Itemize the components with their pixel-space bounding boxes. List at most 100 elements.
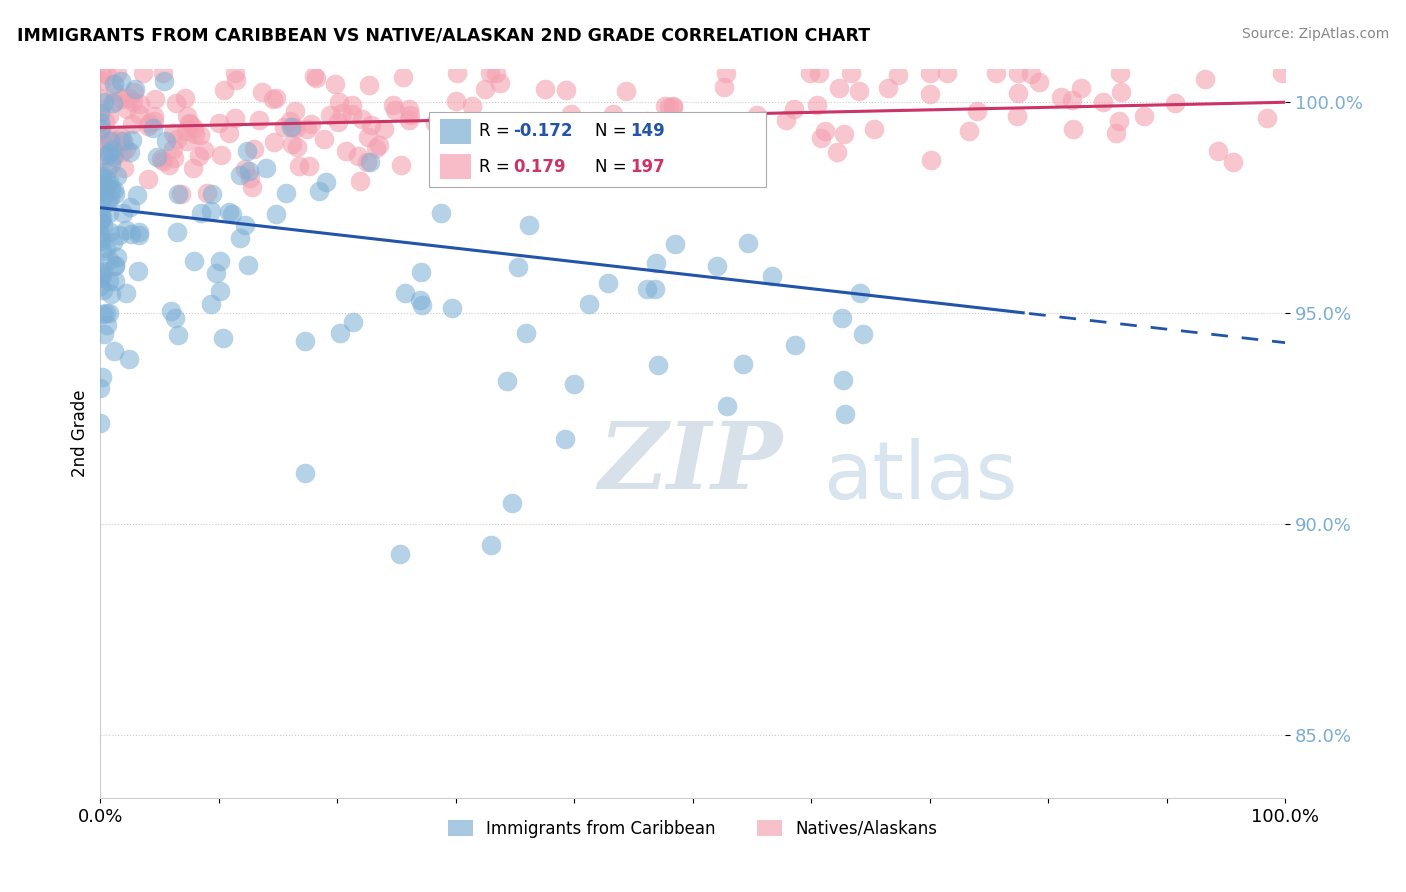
Point — [425, 115, 447, 129]
Point — [564, 376, 586, 391]
Point — [280, 120, 302, 134]
Text: 149: 149 — [630, 122, 665, 140]
Point — [212, 82, 235, 96]
Point — [124, 81, 146, 95]
Point — [349, 174, 371, 188]
Point — [120, 145, 142, 160]
Point — [138, 116, 160, 130]
Point — [328, 95, 350, 110]
Point — [97, 109, 120, 123]
Point — [96, 175, 118, 189]
Point — [91, 264, 114, 278]
Point — [100, 286, 122, 301]
Point — [602, 107, 624, 121]
Point — [112, 205, 135, 219]
Point — [104, 186, 127, 201]
Point — [229, 230, 252, 244]
Point — [461, 99, 484, 113]
Point — [96, 163, 118, 178]
Point — [233, 161, 256, 176]
Point — [152, 153, 174, 168]
Point — [450, 118, 472, 132]
Point — [274, 186, 297, 201]
Point — [596, 276, 619, 290]
Point — [831, 373, 853, 387]
Point — [1109, 85, 1132, 99]
Point — [330, 105, 353, 120]
Point — [239, 171, 262, 186]
Point — [783, 102, 806, 116]
Text: atlas: atlas — [823, 438, 1018, 516]
Point — [121, 132, 143, 146]
Point — [578, 147, 600, 161]
Point — [208, 116, 231, 130]
Point — [97, 206, 120, 220]
Point — [101, 133, 124, 147]
Point — [238, 164, 260, 178]
Point — [115, 102, 138, 116]
Point — [89, 105, 111, 120]
Point — [233, 218, 256, 232]
Point — [100, 182, 122, 196]
Point — [501, 496, 523, 510]
Point — [236, 258, 259, 272]
Point — [389, 158, 412, 172]
Point — [155, 134, 177, 148]
Point — [658, 100, 681, 114]
Point — [340, 106, 363, 120]
Point — [121, 95, 143, 110]
Point — [100, 157, 122, 171]
Point — [1271, 66, 1294, 80]
Point — [335, 145, 357, 159]
Point — [862, 122, 884, 136]
Point — [263, 92, 285, 106]
Point — [1021, 66, 1043, 80]
Point — [98, 225, 121, 239]
Point — [188, 149, 211, 163]
Point — [360, 118, 382, 132]
Point — [827, 81, 849, 95]
Point — [299, 117, 322, 131]
Point — [224, 66, 246, 80]
Point — [1050, 90, 1073, 104]
Point — [560, 107, 582, 121]
Point — [740, 135, 762, 149]
Point — [128, 225, 150, 239]
Point — [281, 137, 304, 152]
Point — [957, 124, 980, 138]
Point — [104, 85, 127, 99]
Point — [166, 327, 188, 342]
Point — [918, 66, 941, 80]
Point — [128, 228, 150, 243]
Point — [384, 103, 406, 118]
Point — [120, 227, 142, 242]
Point — [783, 338, 806, 352]
Point — [1206, 145, 1229, 159]
Point — [94, 147, 117, 161]
Point — [479, 538, 502, 552]
Point — [394, 286, 416, 301]
Point — [91, 307, 114, 321]
Point — [98, 134, 121, 148]
Point — [614, 84, 637, 98]
Point — [298, 159, 321, 173]
Point — [165, 95, 187, 110]
Point — [195, 186, 218, 201]
Point — [91, 142, 114, 156]
Point — [560, 121, 582, 136]
Point — [112, 161, 135, 175]
Point — [356, 155, 378, 169]
Text: IMMIGRANTS FROM CARIBBEAN VS NATIVE/ALASKAN 2ND GRADE CORRELATION CHART: IMMIGRANTS FROM CARIBBEAN VS NATIVE/ALAS… — [17, 27, 870, 45]
Point — [329, 326, 352, 341]
Point — [288, 159, 311, 173]
Text: R =: R = — [479, 158, 516, 176]
Point — [281, 120, 304, 134]
Point — [118, 351, 141, 366]
Point — [89, 130, 111, 145]
Point — [530, 123, 553, 137]
Point — [814, 124, 837, 138]
Point — [444, 94, 467, 108]
Point — [485, 66, 508, 80]
Point — [446, 66, 468, 80]
Point — [104, 259, 127, 273]
